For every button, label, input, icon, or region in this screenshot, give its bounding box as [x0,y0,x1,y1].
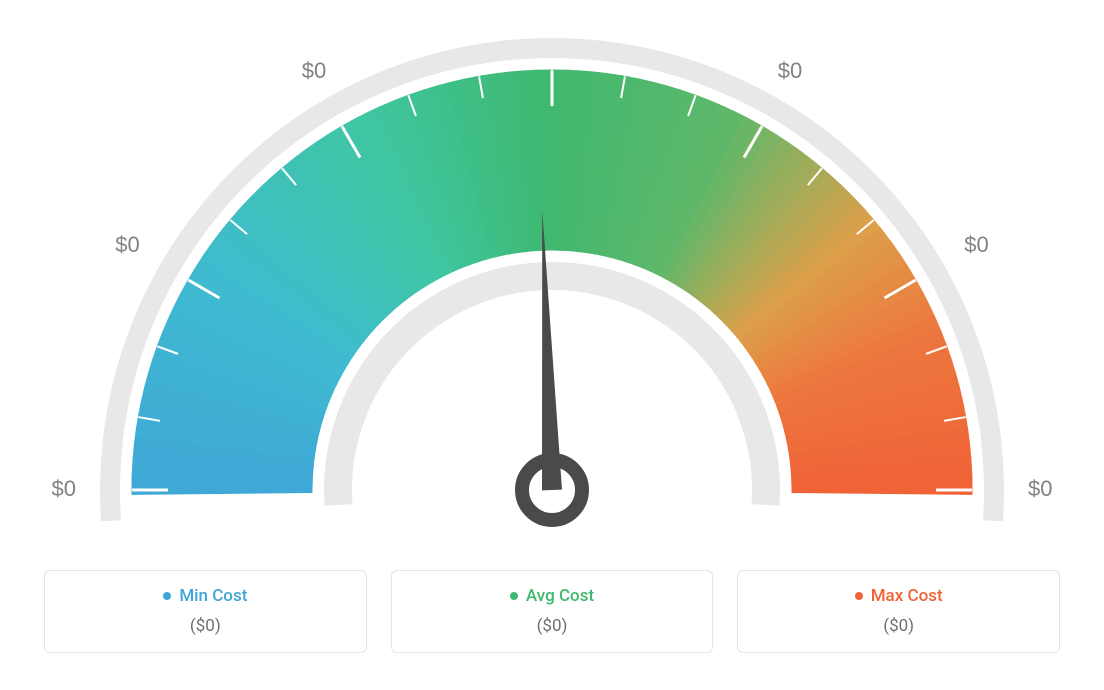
gauge-tick-label: $0 [1028,476,1052,501]
gauge-svg: $0$0$0$0$0$0$0 [40,20,1064,560]
legend-dot-max [855,592,863,600]
legend-label-avg: Avg Cost [526,586,594,606]
legend-row: Min Cost ($0) Avg Cost ($0) Max Cost ($0… [40,570,1064,653]
legend-label-max: Max Cost [871,586,943,606]
legend-title-max: Max Cost [855,586,943,606]
legend-label-min: Min Cost [179,586,247,606]
legend-value-min: ($0) [63,616,348,636]
gauge-tick-label: $0 [52,476,76,501]
legend-title-min: Min Cost [163,586,247,606]
gauge-chart: $0$0$0$0$0$0$0 [40,20,1064,560]
legend-dot-min [163,592,171,600]
legend-card-max: Max Cost ($0) [737,570,1060,653]
legend-card-min: Min Cost ($0) [44,570,367,653]
legend-value-avg: ($0) [410,616,695,636]
gauge-tick-label: $0 [778,58,802,83]
legend-card-avg: Avg Cost ($0) [391,570,714,653]
legend-value-max: ($0) [756,616,1041,636]
legend-dot-avg [510,592,518,600]
gauge-needle [542,210,562,490]
gauge-tick-label: $0 [302,58,326,83]
gauge-tick-label: $0 [115,232,139,257]
legend-title-avg: Avg Cost [510,586,594,606]
gauge-tick-label: $0 [964,232,988,257]
